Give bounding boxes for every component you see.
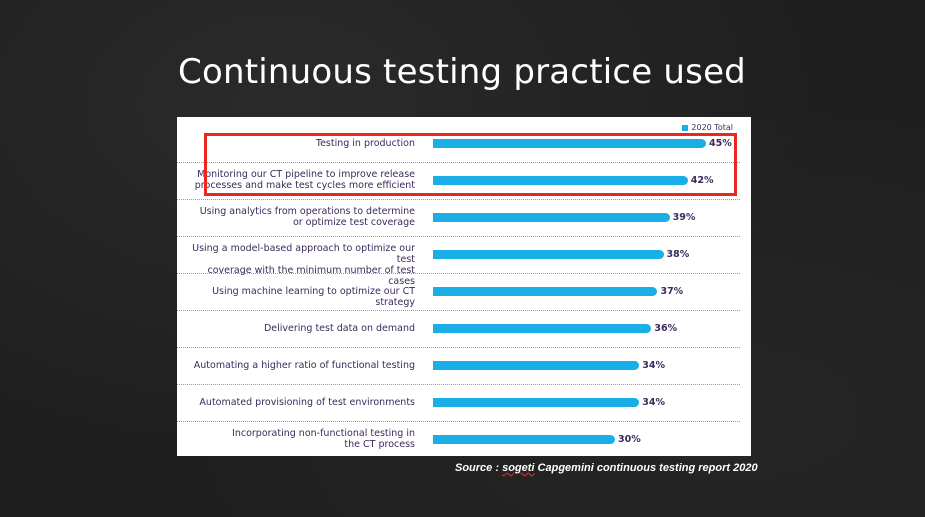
category-label-line: Monitoring our CT pipeline to improve re…	[197, 169, 415, 180]
row-divider	[177, 272, 740, 274]
bar	[433, 397, 640, 407]
category-label-line: Automated provisioning of test environme…	[199, 396, 415, 408]
row-divider	[177, 235, 740, 237]
bar-value-label: 45%	[709, 138, 732, 149]
category-label-line: Testing in production	[315, 137, 415, 149]
source-brand: sogeti	[502, 462, 535, 474]
category-label-line: Incorporating non-functional testing in	[232, 428, 415, 439]
category-label: Incorporating non-functional testing in t…	[180, 428, 415, 450]
source-prefix: Source :	[455, 462, 503, 474]
bar-value-label: 34%	[642, 360, 666, 371]
bar-value-label: 38%	[666, 249, 690, 260]
bar	[433, 286, 658, 296]
category-label-line: Automating a higher ratio of functional …	[193, 359, 415, 371]
legend-label: 2020 Total	[691, 123, 733, 132]
category-label: Using a model-based approach to optimize…	[180, 243, 415, 287]
row-divider	[177, 161, 740, 163]
category-label-line: the CT process	[344, 439, 415, 450]
bar	[433, 138, 706, 148]
category-label-line: Delivering test data on demand	[263, 322, 415, 334]
highlight-box	[204, 133, 737, 196]
bar	[433, 323, 652, 333]
bar-value-label: 42%	[690, 175, 714, 186]
bar-value-label: 37%	[660, 286, 684, 297]
bar-value-label: 39%	[672, 212, 696, 223]
category-label: Delivering test data on demand	[180, 323, 415, 334]
legend-swatch	[682, 124, 689, 131]
bar	[433, 175, 688, 185]
row-divider	[177, 420, 740, 422]
category-label: Monitoring our CT pipeline to improve re…	[180, 169, 415, 191]
category-label-line: or optimize test coverage	[292, 217, 415, 228]
category-label-line: coverage with the minimum number of test…	[207, 265, 415, 287]
category-label-line: Using a model-based approach to optimize…	[192, 243, 415, 265]
chart-legend: 2020 Total	[682, 123, 733, 132]
category-label: Automating a higher ratio of functional …	[180, 360, 415, 371]
source-rest: Capgemini continuous testing report 2020	[534, 462, 758, 474]
category-label-line: processes and make test cycles more effi…	[194, 180, 415, 191]
slide-title: Continuous testing practice used	[178, 52, 746, 92]
bar	[433, 434, 615, 444]
category-label-line: Using analytics from operations to deter…	[199, 206, 415, 217]
bar-value-label: 34%	[642, 397, 666, 408]
bar-value-label: 36%	[654, 323, 678, 334]
bar	[433, 360, 640, 370]
bar	[433, 212, 670, 222]
category-label: Testing in production	[180, 138, 415, 149]
category-label-line: Using machine learning to optimize our C…	[212, 285, 415, 308]
row-divider	[177, 309, 740, 311]
category-label: Using machine learning to optimize our C…	[180, 286, 415, 308]
row-divider	[177, 346, 740, 348]
category-label: Using analytics from operations to deter…	[180, 206, 415, 228]
row-divider	[177, 383, 740, 385]
source-note: Source : sogeti Capgemini continuous tes…	[455, 462, 758, 474]
bar-value-label: 30%	[618, 434, 641, 445]
bar	[433, 249, 664, 259]
row-divider	[177, 198, 740, 200]
chart-panel: 2020 Total Testing in production 45% Monit…	[177, 117, 751, 456]
category-label: Automated provisioning of test environme…	[180, 397, 415, 408]
